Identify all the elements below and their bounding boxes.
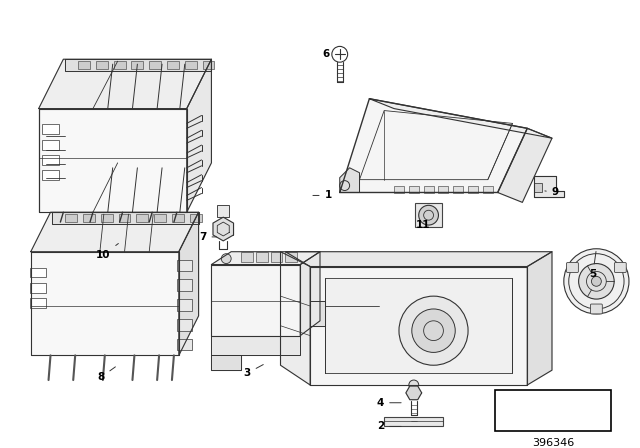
Polygon shape xyxy=(285,252,552,267)
FancyBboxPatch shape xyxy=(591,304,602,314)
Bar xyxy=(483,185,493,194)
Polygon shape xyxy=(498,128,552,202)
Polygon shape xyxy=(300,252,320,336)
Bar xyxy=(495,390,611,431)
Bar xyxy=(96,61,108,69)
Circle shape xyxy=(221,254,231,263)
Bar xyxy=(177,319,191,331)
Polygon shape xyxy=(507,413,556,419)
Bar xyxy=(189,214,202,222)
Circle shape xyxy=(399,296,468,365)
Polygon shape xyxy=(31,252,179,355)
Bar xyxy=(83,214,95,222)
FancyBboxPatch shape xyxy=(614,263,627,272)
Bar xyxy=(177,339,191,350)
Text: 7: 7 xyxy=(199,232,216,242)
Polygon shape xyxy=(31,212,198,252)
Bar xyxy=(177,280,191,291)
Bar xyxy=(394,185,404,194)
Text: 2: 2 xyxy=(377,422,401,431)
Text: 3: 3 xyxy=(244,365,263,378)
Text: 9: 9 xyxy=(545,188,559,198)
Bar xyxy=(154,214,166,222)
Circle shape xyxy=(591,276,602,286)
Polygon shape xyxy=(325,278,513,373)
Bar xyxy=(468,185,478,194)
Polygon shape xyxy=(211,252,320,265)
Polygon shape xyxy=(280,252,310,385)
Circle shape xyxy=(412,309,455,353)
Polygon shape xyxy=(534,176,564,198)
Bar xyxy=(42,170,60,180)
Polygon shape xyxy=(369,99,552,138)
Bar xyxy=(177,299,191,311)
Polygon shape xyxy=(52,212,198,224)
Circle shape xyxy=(564,249,629,314)
Bar xyxy=(415,203,442,227)
Bar xyxy=(114,61,125,69)
Bar xyxy=(42,140,60,150)
Bar xyxy=(384,417,444,426)
Text: 396346: 396346 xyxy=(532,438,574,448)
Circle shape xyxy=(419,205,438,225)
Circle shape xyxy=(409,380,419,390)
Polygon shape xyxy=(310,267,527,385)
Bar xyxy=(136,214,148,222)
Bar xyxy=(218,205,229,217)
Bar xyxy=(256,252,268,262)
Polygon shape xyxy=(38,59,211,108)
Bar xyxy=(167,61,179,69)
Bar xyxy=(131,61,143,69)
Polygon shape xyxy=(213,217,234,241)
Text: 5: 5 xyxy=(589,251,596,280)
Bar xyxy=(118,214,131,222)
Polygon shape xyxy=(179,212,198,355)
Text: 10: 10 xyxy=(96,244,118,260)
Polygon shape xyxy=(507,406,556,413)
Bar xyxy=(185,61,196,69)
Circle shape xyxy=(579,263,614,299)
Polygon shape xyxy=(211,336,300,355)
Polygon shape xyxy=(187,59,211,212)
Polygon shape xyxy=(211,265,300,336)
Bar xyxy=(30,267,45,277)
Text: 11: 11 xyxy=(416,220,431,230)
Bar xyxy=(241,252,253,262)
Bar xyxy=(534,183,542,191)
Polygon shape xyxy=(527,252,552,385)
Text: 6: 6 xyxy=(323,49,330,59)
Bar xyxy=(42,155,60,165)
Bar xyxy=(101,214,113,222)
Polygon shape xyxy=(340,168,360,193)
Bar xyxy=(30,298,45,308)
Bar xyxy=(177,259,191,271)
Polygon shape xyxy=(406,386,422,400)
Bar xyxy=(202,61,214,69)
Bar xyxy=(78,61,90,69)
Bar xyxy=(424,185,433,194)
Bar xyxy=(409,185,419,194)
Polygon shape xyxy=(65,59,211,71)
FancyBboxPatch shape xyxy=(566,263,579,272)
Bar xyxy=(30,283,45,293)
Text: 1: 1 xyxy=(313,190,332,200)
Bar xyxy=(42,125,60,134)
Bar xyxy=(438,185,449,194)
Bar xyxy=(285,252,298,262)
Bar xyxy=(271,252,282,262)
Text: 4: 4 xyxy=(377,398,401,408)
Polygon shape xyxy=(38,108,187,212)
Text: 8: 8 xyxy=(97,367,115,382)
Polygon shape xyxy=(340,99,527,193)
Bar xyxy=(149,61,161,69)
Bar xyxy=(453,185,463,194)
Bar xyxy=(65,214,77,222)
Polygon shape xyxy=(211,355,241,370)
Polygon shape xyxy=(310,301,325,326)
Bar xyxy=(172,214,184,222)
